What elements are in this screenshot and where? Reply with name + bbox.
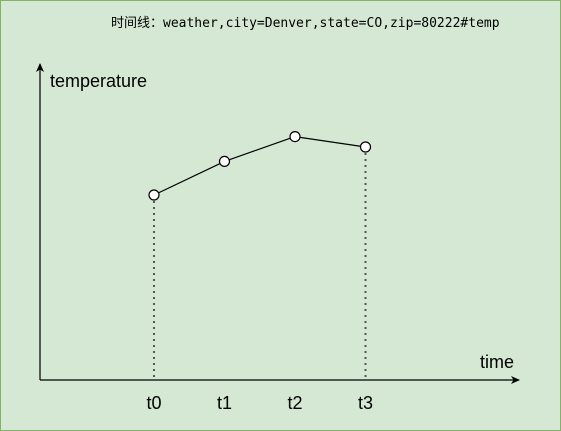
data-point-t2: [289, 131, 301, 143]
y-axis-label: temperature: [50, 71, 147, 91]
x-tick-labels: t0 t1 t2 t3: [146, 393, 373, 413]
x-tick-label-t1: t1: [217, 393, 232, 413]
timeline-caption: 时间线：weather,city=Denver,state=CO,zip=802…: [111, 16, 500, 31]
x-tick-label-t3: t3: [358, 393, 373, 413]
data-point-t3: [359, 141, 372, 153]
data-point-t0: [148, 189, 160, 201]
x-axis-label: time: [480, 352, 514, 372]
drop-lines: [153, 153, 367, 380]
x-tick-label-t2: t2: [287, 393, 302, 413]
series-segment-t0-t1: [153, 160, 225, 196]
temperature-series: [153, 136, 366, 196]
series-segment-t2-t3: [294, 136, 366, 148]
data-points: [148, 131, 372, 201]
x-tick-label-t0: t0: [146, 393, 161, 413]
data-point-t1: [218, 155, 231, 167]
series-segment-t1-t2: [224, 136, 296, 162]
